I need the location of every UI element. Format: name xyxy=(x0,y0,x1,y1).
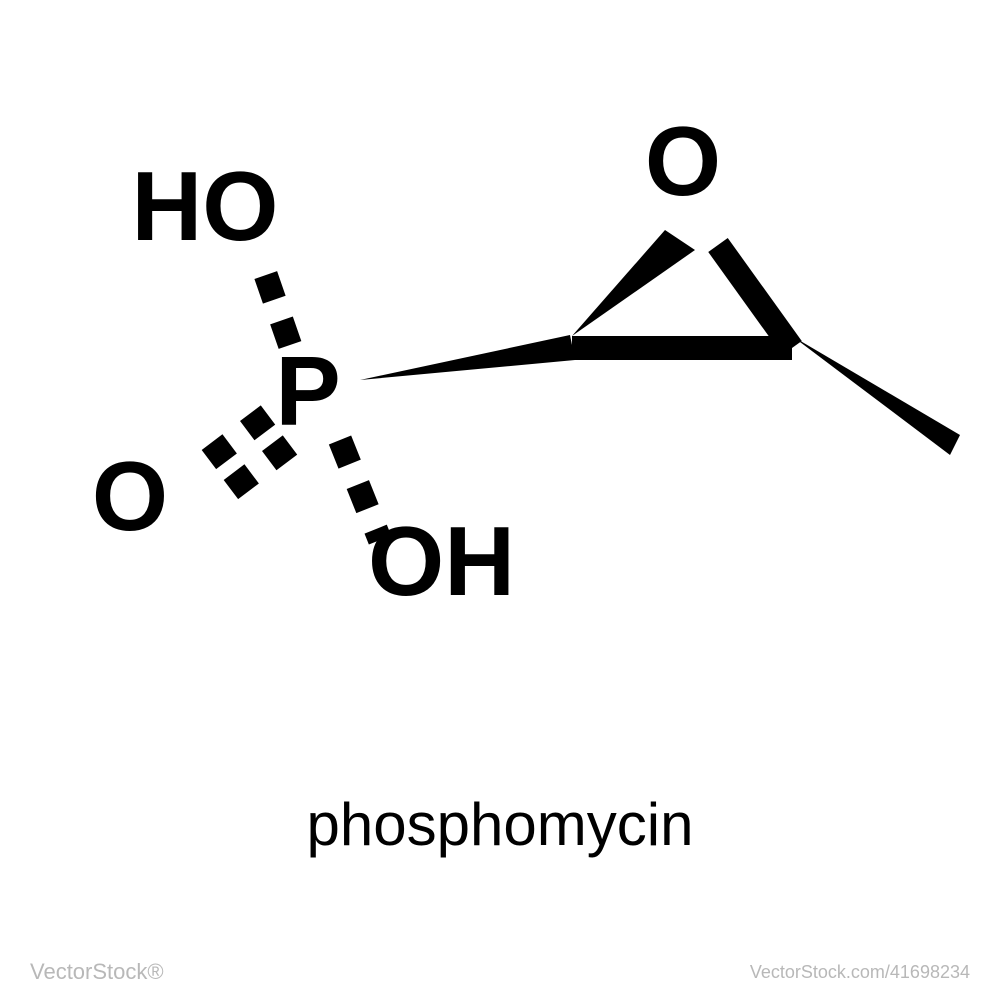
watermark-id: VectorStock.com/41698234 xyxy=(750,962,970,983)
compound-name: phosphomycin xyxy=(0,790,1000,859)
watermark-vectorstock: VectorStock® xyxy=(30,959,164,985)
atom-oh-bottom: OH xyxy=(368,506,515,616)
atom-o-epoxide: O xyxy=(645,106,721,216)
bond-p-o-double-a xyxy=(195,415,268,470)
atom-p: P xyxy=(275,336,340,446)
bond-c-o-wedge xyxy=(572,230,695,336)
atom-ho-top: HO xyxy=(132,151,279,261)
atom-o-left: O xyxy=(92,441,168,551)
bond-c-ch3-wedge xyxy=(792,336,960,455)
bond-p-ho xyxy=(264,270,290,345)
molecule-diagram: P HO O OH O phosphomycin VectorStock® Ve… xyxy=(0,0,1000,1003)
bond-p-c-wedge xyxy=(360,335,575,380)
bond-c-o-right xyxy=(718,245,792,348)
